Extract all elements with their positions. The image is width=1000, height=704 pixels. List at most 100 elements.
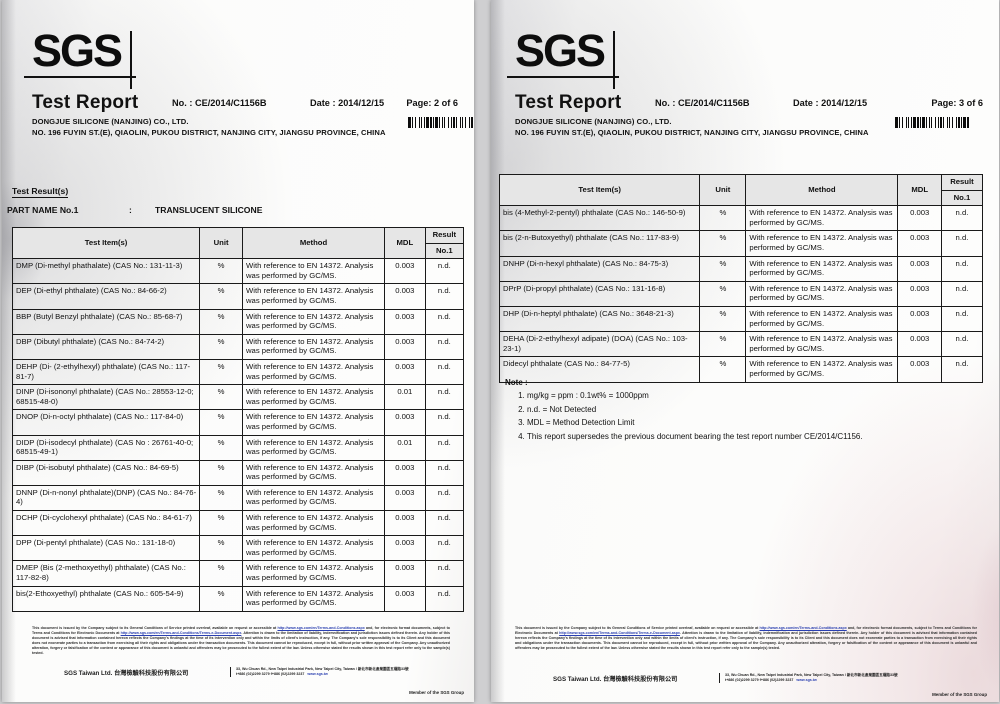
- report-title-row: Test Report No. : CE/2014/C1156B Date : …: [32, 92, 460, 114]
- cell-result: n.d.: [940, 230, 984, 257]
- col-header-method: Method: [241, 226, 386, 260]
- note-item: n.d. = Not Detected: [527, 405, 863, 415]
- terms-and-conditions-link[interactable]: http://www.sgs.com/en/Terms-and-Conditio…: [277, 626, 365, 630]
- part-name-colon: :: [129, 205, 132, 215]
- footer-disclaimer: This document is issued by the Company s…: [32, 626, 450, 657]
- cell-unit: %: [699, 230, 747, 257]
- sgs-logo-horizontal-bar: [24, 76, 136, 78]
- cell-result: n.d.: [424, 358, 465, 386]
- table-row: BBP (Butyl Benzyl phthalate) (CAS No.: 8…: [11, 308, 465, 335]
- cell-mdl: 0.003: [384, 333, 426, 360]
- cell-mdl: 0.003: [384, 560, 426, 587]
- cell-result: n.d.: [424, 510, 465, 537]
- table-header-row: Test Item(s) Unit Method MDL Result: [11, 226, 465, 260]
- report-date: Date : 2014/12/15: [793, 98, 868, 108]
- sgs-logo-text: SGS: [32, 25, 123, 76]
- cell-test-item: bis(2-Ethoxyethyl) phthalate (CAS No.: 6…: [11, 585, 201, 612]
- footer-address: 33, Wu Chuan Rd., New Taipei Industrial …: [236, 667, 409, 671]
- note-list: mg/kg = ppm : 0.1wt% = 1000ppm n.d. = Not…: [505, 391, 863, 442]
- cell-unit: %: [199, 459, 243, 486]
- note-section: Note : mg/kg = ppm : 0.1wt% = 1000ppm n.d…: [505, 378, 863, 445]
- cell-unit: %: [199, 333, 243, 360]
- cell-mdl: 0.003: [897, 255, 942, 282]
- table-header-row: Test Item(s) Unit Method MDL Result: [498, 173, 984, 207]
- table-row: DIDP (Di-isodecyl phthalate) (CAS No : 2…: [11, 434, 465, 461]
- cell-test-item: DEP (Di-ethyl phthalate) (CAS No.: 84-66…: [11, 283, 201, 310]
- cell-unit: %: [199, 535, 243, 562]
- cell-mdl: 0.003: [897, 356, 942, 383]
- cell-test-item: DIBP (Di-isobutyl phthalate) (CAS No.: 8…: [11, 459, 201, 486]
- cell-test-item: DBP (Dibutyl phthalate) (CAS No.: 84-74-…: [11, 333, 201, 360]
- cell-result: n.d.: [424, 560, 465, 587]
- cell-test-item: bis (4-Methyl-2-pentyl) phthalate (CAS N…: [498, 205, 701, 232]
- cell-test-item: bis (2-n-Butoxyethyl) phthalate (CAS No.…: [498, 230, 701, 257]
- footer-website[interactable]: www.sgs.tw: [307, 672, 328, 677]
- footer-address-block: 33, Wu Chuan Rd., New Taipei Industrial …: [719, 673, 981, 684]
- cell-method: With reference to EN 14372. Analysis was…: [241, 358, 386, 386]
- sgs-logo-vertical-bar: [613, 31, 615, 89]
- company-name: DONGJUE SILICONE (NANJING) CO., LTD.: [515, 117, 672, 126]
- note-item: mg/kg = ppm : 0.1wt% = 1000ppm: [527, 391, 863, 401]
- table-subheader-row: No.1: [500, 189, 984, 207]
- cell-method: With reference to EN 14372. Analysis was…: [745, 230, 899, 257]
- cell-mdl: 0.003: [384, 510, 426, 537]
- table-row: bis(2-Ethoxyethyl) phthalate (CAS No.: 6…: [11, 585, 465, 612]
- cell-test-item: DPrP (Di-propyl phthalate) (CAS No.: 131…: [498, 280, 701, 307]
- col-header-unit: Unit: [199, 226, 243, 260]
- page-number: Page: 2 of 6: [406, 98, 458, 108]
- cell-method: With reference to EN 14372. Analysis was…: [241, 434, 386, 461]
- cell-test-item: DPP (Di-pentyl phthalate) (CAS No.: 131-…: [11, 535, 201, 562]
- cell-unit: %: [199, 510, 243, 537]
- footer-website[interactable]: www.sgs.tw: [796, 678, 817, 683]
- cell-test-item: DNOP (Di-n-octyl phthalate) (CAS No.: 11…: [11, 409, 201, 436]
- sgs-logo-text: SGS: [515, 25, 606, 76]
- cell-test-item: DCHP (Di-cyclohexyl phthalate) (CAS No.:…: [11, 510, 201, 537]
- cell-unit: %: [199, 258, 243, 285]
- disclaimer-text-1: This document is issued by the Company s…: [32, 626, 278, 630]
- cell-method: With reference to EN 14372. Analysis was…: [241, 459, 386, 486]
- cell-method: With reference to EN 14372. Analysis was…: [241, 308, 386, 335]
- test-results-table-page3: Test Item(s) Unit Method MDL Result No.1…: [498, 173, 984, 383]
- cell-method: With reference to EN 14372. Analysis was…: [241, 333, 386, 360]
- table-body-left: DMP (Di-methyl phathalate) (CAS No.: 131…: [11, 258, 465, 612]
- cell-test-item: DHP (Di-n-heptyl phthalate) (CAS No.: 36…: [498, 305, 701, 333]
- table-row: DEHA (Di-2-ethylhexyl adipate) (DOA) (CA…: [498, 331, 984, 358]
- cell-mdl: 0.003: [384, 535, 426, 562]
- report-number: No. : CE/2014/C1156B: [172, 98, 267, 108]
- page-title: Test Report: [515, 92, 622, 113]
- cell-unit: %: [199, 484, 243, 512]
- cell-result: n.d.: [940, 255, 984, 282]
- footer-address-block: 33, Wu Chuan Rd., New Taipei Industrial …: [230, 667, 470, 678]
- company-address: NO. 196 FUYIN ST.(E), QIAOLIN, PUKOU DIS…: [32, 127, 386, 137]
- sgs-logo: SGS: [507, 25, 619, 89]
- cell-test-item: DMEP (Bis (2-methoxyethyl) phthalate) (C…: [11, 560, 201, 587]
- cell-result: n.d.: [424, 258, 465, 285]
- cell-unit: %: [199, 409, 243, 436]
- e-document-terms-link[interactable]: http://www.sgs.com/en/Terms-and-Conditio…: [559, 631, 680, 636]
- note-item: This report supersedes the previous docu…: [527, 432, 863, 442]
- table-row: DBP (Dibutyl phthalate) (CAS No.: 84-74-…: [11, 333, 465, 360]
- disclaimer-text-1: This document is issued by the Company s…: [515, 626, 760, 630]
- table-row: DEHP (Di- (2-ethylhexyl) phthalate) (CAS…: [11, 358, 465, 386]
- table-row: DMP (Di-methyl phathalate) (CAS No.: 131…: [11, 258, 465, 285]
- col-header-test-item: Test Item(s): [498, 173, 701, 207]
- page-number: Page: 3 of 6: [931, 98, 983, 108]
- cell-test-item: BBP (Butyl Benzyl phthalate) (CAS No.: 8…: [11, 308, 201, 335]
- cell-method: With reference to EN 14372. Analysis was…: [241, 510, 386, 537]
- cell-mdl: 0.003: [897, 305, 942, 333]
- cell-test-item: DMP (Di-methyl phathalate) (CAS No.: 131…: [11, 258, 201, 285]
- e-document-terms-link[interactable]: http://www.sgs.com/en/Terms-and-Conditio…: [120, 631, 242, 636]
- company-name: DONGJUE SILICONE (NANJING) CO., LTD.: [32, 117, 189, 126]
- cell-method: With reference to EN 14372. Analysis was…: [241, 409, 386, 436]
- terms-and-conditions-link[interactable]: http://www.sgs.com/en/Terms-and-Conditio…: [759, 626, 847, 630]
- cell-mdl: 0.003: [384, 358, 426, 386]
- company-block: DONGJUE SILICONE (NANJING) CO., LTD. NO.…: [32, 117, 386, 138]
- test-results-heading: Test Result(s): [12, 186, 69, 198]
- cell-unit: %: [199, 585, 243, 612]
- cell-result: n.d.: [424, 535, 465, 562]
- cell-result: n.d.: [940, 356, 984, 383]
- cell-test-item: DINP (Di-isononyl phthalate) (CAS No.: 2…: [11, 384, 201, 411]
- col-header-test-item: Test Item(s): [11, 226, 201, 260]
- cell-unit: %: [699, 255, 747, 282]
- cell-mdl: 0.01: [384, 384, 426, 411]
